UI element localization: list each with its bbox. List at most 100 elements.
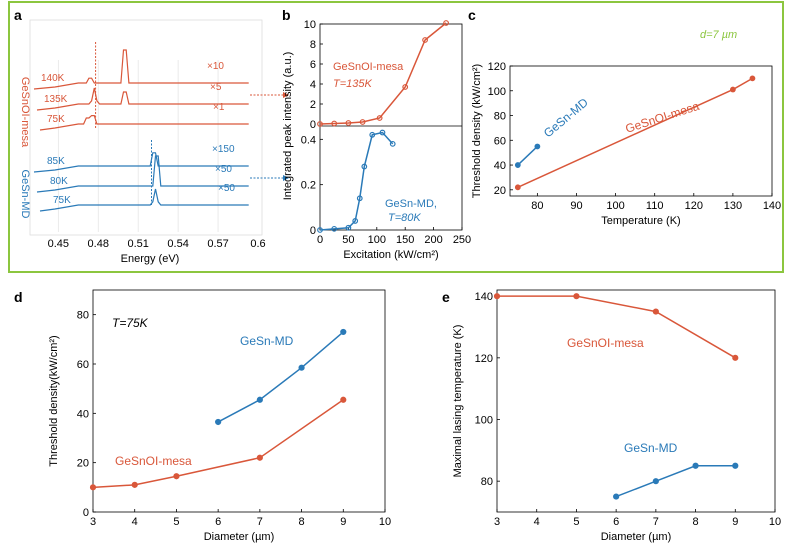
x-tick-label: 250 xyxy=(453,234,471,246)
panel-letter-d: d xyxy=(14,289,23,305)
y-axis-label: Threshold density (kW/cm²) xyxy=(471,64,483,198)
trace-blue-75k xyxy=(39,188,249,212)
x-tick-label: 0.57 xyxy=(207,238,228,250)
data-point xyxy=(422,37,428,43)
trace-blue-85k xyxy=(33,152,249,173)
data-point xyxy=(215,418,222,426)
trace-scale-label: ×10 xyxy=(207,61,224,72)
x-tick-label: 130 xyxy=(724,200,742,212)
link-arrowhead xyxy=(283,92,289,98)
series-label-gesnoi-mesa: GeSnOI-mesa xyxy=(115,454,192,468)
data-point xyxy=(379,129,386,136)
data-point xyxy=(256,396,263,403)
panel-d-threshold-vs-diameter: 3 4 5 6 7 8 9 10 0 20 40 60 80 Diameter (µm) Threshold… xyxy=(48,289,391,543)
trace-scale-label: ×5 xyxy=(210,82,222,93)
x-tick-label: 4 xyxy=(534,516,540,528)
series-line-gesn-md xyxy=(615,465,736,498)
y-tick-label: 2 xyxy=(310,99,316,111)
x-tick-label: 6 xyxy=(215,516,221,528)
trace-scale-label: ×150 xyxy=(212,144,235,155)
data-point xyxy=(359,119,366,125)
trace-orange-135k xyxy=(36,87,249,111)
x-tick-label: 0.51 xyxy=(127,238,148,250)
trace-temp-label: 140K xyxy=(41,73,65,84)
data-point xyxy=(443,20,449,26)
x-tick-label: 120 xyxy=(685,200,703,212)
x-tick-label: 0.48 xyxy=(88,238,109,250)
x-tick-label: 3 xyxy=(90,516,96,528)
y-axis-label: Maximal lasing temperature (K) xyxy=(452,325,464,478)
data-point xyxy=(652,308,659,315)
panel-letter-a: a xyxy=(14,7,22,23)
data-point xyxy=(317,121,323,127)
x-tick-label: 10 xyxy=(379,516,391,528)
trace-temp-label: 80K xyxy=(50,176,68,187)
series-label-top: GeSnOI-mesa xyxy=(333,61,404,73)
spectra-box xyxy=(29,19,263,236)
data-point xyxy=(732,354,739,361)
series-label-bottom: GeSn-MD, xyxy=(385,198,437,210)
data-point xyxy=(652,478,659,485)
y-tick-label: 80 xyxy=(481,476,493,488)
x-axis-label: Diameter (µm) xyxy=(601,531,672,543)
y-tick-label: 20 xyxy=(494,185,506,197)
data-point xyxy=(376,115,383,121)
x-tick-label: 7 xyxy=(257,516,263,528)
trace-orange-140k xyxy=(33,49,249,90)
x-axis-label: Temperature (K) xyxy=(601,215,680,227)
trace-temp-label: 85K xyxy=(47,156,65,167)
panel-a-spectra: 0.45 0.48 0.51 0.54 0.57 0.6 Energy (eV) 140K ×1… xyxy=(19,19,289,265)
panel-c-threshold-vs-temperature: 80 90 100 110 120 130 140 20 40 60 80 100 120 Tempera… xyxy=(471,29,781,227)
x-axis-label: Excitation (kW/cm²) xyxy=(343,249,438,261)
y-tick-label: 6 xyxy=(310,59,316,71)
data-point xyxy=(356,195,363,202)
x-tick-label: 5 xyxy=(573,516,579,528)
y-tick-label: 8 xyxy=(310,39,316,51)
data-point xyxy=(749,75,756,82)
series-label-gesn-md: GeSn-MD xyxy=(240,334,294,348)
x-tick-label: 140 xyxy=(763,200,781,212)
data-point xyxy=(369,131,376,138)
data-point xyxy=(514,184,521,191)
x-tick-label: 100 xyxy=(606,200,624,212)
series-sublabel-top: T=135K xyxy=(333,78,372,90)
x-tick-label: 0.6 xyxy=(250,238,265,250)
data-point xyxy=(493,293,501,300)
axes-box xyxy=(92,289,386,513)
y-tick-label: 0 xyxy=(310,225,316,237)
x-tick-label: 0 xyxy=(317,234,323,246)
series-line-gesn-md xyxy=(517,145,538,166)
x-tick-label: 6 xyxy=(613,516,619,528)
series-label-gesn-md: GeSn-MD xyxy=(624,441,678,455)
x-tick-label: 110 xyxy=(646,200,664,212)
x-axis-label: Diameter (µm) xyxy=(204,531,275,543)
y-tick-label: 100 xyxy=(475,415,493,427)
trace-temp-label: 135K xyxy=(44,94,68,105)
data-point xyxy=(732,462,739,469)
x-tick-label: 50 xyxy=(342,234,354,246)
y-tick-label: 40 xyxy=(77,408,89,420)
panel-e-lasing-temperature: 3 4 5 6 7 8 9 10 80 100 120 140 Diameter (µm) Maximal… xyxy=(452,289,781,543)
y-axis-label: Integrated peak intensity (a.u.) xyxy=(282,52,294,201)
data-point xyxy=(173,473,180,480)
y-tick-label: 120 xyxy=(475,353,493,365)
y-tick-label: 40 xyxy=(494,160,506,172)
x-tick-label: 90 xyxy=(570,200,582,212)
series-line-bottom xyxy=(319,131,394,231)
y-tick-label: 120 xyxy=(488,61,506,73)
trace-scale-label: ×50 xyxy=(215,164,232,175)
link-arrowhead xyxy=(283,175,289,181)
data-point xyxy=(402,84,409,90)
data-point xyxy=(534,143,541,150)
trace-temp-label: 75K xyxy=(47,114,65,125)
trace-temp-label: 75K xyxy=(53,195,71,206)
series-label-gesn-md: GeSn-MD xyxy=(541,95,591,140)
annotation: T=75K xyxy=(112,316,149,330)
x-tick-label: 200 xyxy=(424,234,442,246)
y-tick-label: 60 xyxy=(494,135,506,147)
y-tick-label: 0.2 xyxy=(301,180,316,192)
series-label-gesnoi-mesa: GeSnOI-mesa xyxy=(624,99,702,136)
series-line-gesn-md xyxy=(217,331,344,423)
annotation: d=7 µm xyxy=(700,29,737,41)
